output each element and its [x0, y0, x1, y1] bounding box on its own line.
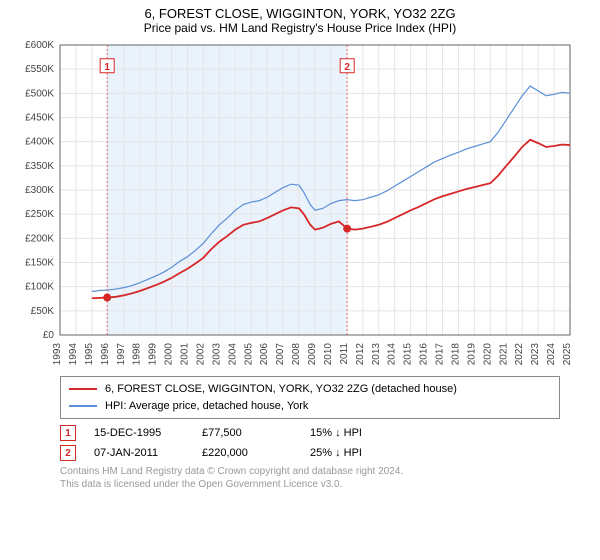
svg-text:£50K: £50K	[31, 306, 55, 317]
marker-price: £77,500	[202, 427, 292, 439]
svg-text:£300K: £300K	[25, 185, 54, 196]
svg-text:2012: 2012	[355, 343, 366, 365]
svg-text:2019: 2019	[466, 343, 477, 365]
svg-text:2007: 2007	[275, 343, 286, 365]
svg-text:2018: 2018	[450, 343, 461, 365]
svg-text:2020: 2020	[482, 343, 493, 365]
svg-text:2013: 2013	[371, 343, 382, 365]
legend: 6, FOREST CLOSE, WIGGINTON, YORK, YO32 2…	[60, 376, 560, 419]
svg-text:£100K: £100K	[25, 282, 54, 293]
svg-text:1: 1	[104, 62, 110, 73]
svg-text:1993: 1993	[52, 343, 63, 365]
svg-text:1998: 1998	[132, 343, 143, 365]
svg-text:£200K: £200K	[25, 233, 54, 244]
marker-number-box: 1	[60, 425, 76, 441]
svg-text:2008: 2008	[291, 343, 302, 365]
footnote-line-2: This data is licensed under the Open Gov…	[60, 478, 590, 491]
footnote-line-1: Contains HM Land Registry data © Crown c…	[60, 465, 590, 478]
svg-text:2023: 2023	[530, 343, 541, 365]
svg-text:£0: £0	[43, 330, 55, 341]
svg-text:£550K: £550K	[25, 64, 54, 75]
line-chart: £0 £50K £100K £150K £200K £250K £300K £350K £400…	[10, 35, 580, 365]
chart-container: 6, FOREST CLOSE, WIGGINTON, YORK, YO32 2…	[0, 0, 600, 560]
svg-text:2006: 2006	[259, 343, 270, 365]
svg-text:2009: 2009	[307, 343, 318, 365]
svg-text:£600K: £600K	[25, 40, 54, 51]
legend-row: 6, FOREST CLOSE, WIGGINTON, YORK, YO32 2…	[69, 381, 551, 398]
svg-text:2004: 2004	[227, 343, 238, 365]
svg-text:2010: 2010	[323, 343, 334, 365]
marker-diff: 25% ↓ HPI	[310, 447, 400, 459]
svg-text:2000: 2000	[164, 343, 175, 365]
svg-text:£400K: £400K	[25, 137, 54, 148]
svg-text:2022: 2022	[514, 343, 525, 365]
svg-text:1996: 1996	[100, 343, 111, 365]
svg-text:2014: 2014	[387, 343, 398, 365]
chart-area: £0 £50K £100K £150K £200K £250K £300K £350K £400…	[10, 35, 590, 370]
marker-diff: 15% ↓ HPI	[310, 427, 400, 439]
svg-text:2021: 2021	[498, 343, 509, 365]
footnote: Contains HM Land Registry data © Crown c…	[60, 465, 590, 491]
svg-text:2001: 2001	[180, 343, 191, 365]
legend-row: HPI: Average price, detached house, York	[69, 398, 551, 415]
marker-number-box: 2	[60, 445, 76, 461]
title-line-1: 6, FOREST CLOSE, WIGGINTON, YORK, YO32 2…	[10, 6, 590, 21]
svg-text:1999: 1999	[148, 343, 159, 365]
svg-text:£150K: £150K	[25, 258, 54, 269]
svg-text:2015: 2015	[403, 343, 414, 365]
legend-label: 6, FOREST CLOSE, WIGGINTON, YORK, YO32 2…	[105, 381, 457, 398]
svg-text:2003: 2003	[211, 343, 222, 365]
svg-text:1995: 1995	[84, 343, 95, 365]
svg-text:2025: 2025	[562, 343, 573, 365]
legend-label: HPI: Average price, detached house, York	[105, 398, 308, 415]
marker-table: 1 15-DEC-1995 £77,500 15% ↓ HPI 2 07-JAN-2011…	[60, 425, 590, 461]
marker-date: 15-DEC-1995	[94, 427, 184, 439]
svg-text:2: 2	[344, 62, 350, 73]
svg-text:£500K: £500K	[25, 88, 54, 99]
svg-text:£350K: £350K	[25, 161, 54, 172]
svg-text:£450K: £450K	[25, 113, 54, 124]
marker-date: 07-JAN-2011	[94, 447, 184, 459]
svg-text:2016: 2016	[419, 343, 430, 365]
svg-text:2011: 2011	[339, 343, 350, 365]
svg-text:2005: 2005	[243, 343, 254, 365]
legend-swatch	[69, 388, 97, 390]
legend-swatch	[69, 405, 97, 407]
svg-text:2002: 2002	[195, 343, 206, 365]
svg-text:1994: 1994	[68, 343, 79, 365]
svg-text:£250K: £250K	[25, 209, 54, 220]
title-line-2: Price paid vs. HM Land Registry's House …	[10, 21, 590, 35]
svg-text:2017: 2017	[435, 343, 446, 365]
marker-row: 1 15-DEC-1995 £77,500 15% ↓ HPI	[60, 425, 590, 441]
svg-text:2024: 2024	[546, 343, 557, 365]
marker-price: £220,000	[202, 447, 292, 459]
marker-row: 2 07-JAN-2011 £220,000 25% ↓ HPI	[60, 445, 590, 461]
svg-text:1997: 1997	[116, 343, 127, 365]
